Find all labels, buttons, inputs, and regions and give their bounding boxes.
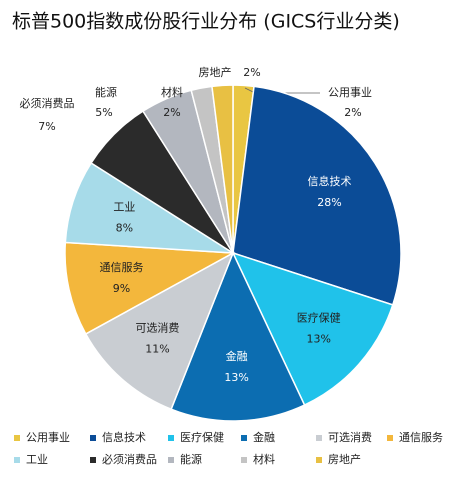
pie-slice (232, 85, 402, 306)
pie-slice (231, 251, 394, 407)
slice-value-label: 11% (145, 343, 169, 356)
legend-swatch (90, 457, 96, 463)
slice-value-label: 7% (38, 120, 55, 133)
slice-value-label: 13% (306, 333, 330, 346)
legend-label: 信息技术 (102, 430, 146, 444)
legend-swatch (316, 435, 322, 441)
legend-swatch (168, 457, 174, 463)
slice-value-label: 9% (113, 282, 130, 295)
slice-label: 通信服务 (100, 261, 144, 274)
legend-swatch (90, 435, 96, 441)
chart-title: 标普500指数成份股行业分布 (GICS行业分类) (12, 11, 400, 33)
legend-swatch (387, 435, 393, 441)
legend-label: 工业 (26, 453, 48, 466)
legend-swatch (14, 435, 20, 441)
slice-label: 必须消费品 (20, 96, 75, 110)
legend-label: 通信服务 (399, 431, 443, 444)
legend-label: 能源 (180, 452, 202, 466)
slice-value-label: 2% (344, 106, 361, 119)
pie-slice (170, 251, 306, 422)
slice-label: 能源 (95, 85, 117, 99)
legend-label: 房地产 (328, 452, 361, 466)
legend-label: 医疗保健 (180, 430, 224, 444)
pie-slice (211, 84, 234, 254)
legend-label: 公用事业 (26, 431, 70, 444)
legend-swatch (316, 457, 322, 463)
legend-swatch (241, 457, 247, 463)
slice-value-label: 2% (163, 106, 180, 119)
legend-label: 可选消费 (328, 430, 372, 444)
slice-label: 房地产 (199, 65, 232, 79)
slice-label: 可选消费 (135, 321, 179, 335)
slice-label: 公用事业 (328, 86, 372, 99)
slice-value-label: 2% (243, 66, 260, 79)
legend-swatch (14, 457, 20, 463)
slice-label: 工业 (113, 201, 135, 214)
slice-value-label: 8% (116, 222, 133, 235)
slice-label: 材料 (161, 85, 183, 99)
legend-swatch (241, 435, 247, 441)
slice-value-label: 28% (317, 196, 341, 209)
legend-swatch (168, 435, 174, 441)
legend-label: 材料 (253, 452, 275, 466)
legend-label: 金融 (253, 430, 275, 444)
slice-value-label: 5% (95, 106, 112, 119)
pie-slice (64, 241, 236, 335)
slice-value-label: 13% (224, 371, 248, 384)
pie-slice (84, 251, 235, 411)
slice-label: 信息技术 (307, 174, 351, 188)
slice-label: 医疗保健 (297, 311, 341, 325)
slice-label: 金融 (226, 349, 248, 363)
legend-label: 必须消费品 (102, 452, 157, 466)
